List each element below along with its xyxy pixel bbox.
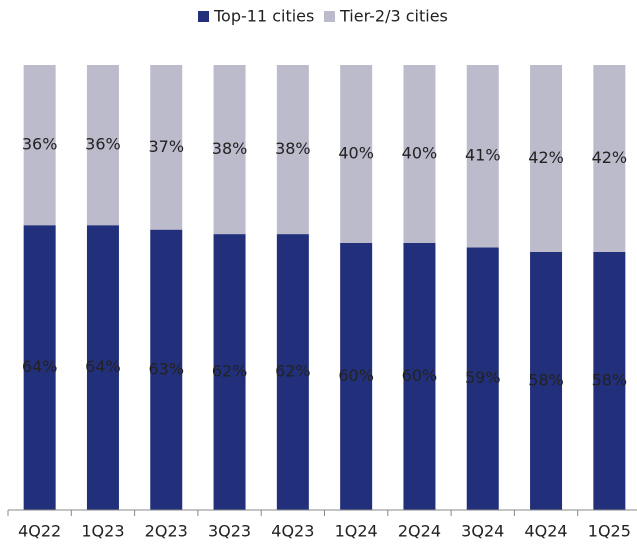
legend-swatch <box>198 11 209 22</box>
value-label: 59% <box>465 368 501 387</box>
x-tick-label: 4Q23 <box>271 522 314 541</box>
value-label: 62% <box>275 362 311 381</box>
bar-segment <box>276 65 309 235</box>
value-label: 62% <box>212 362 248 381</box>
bar-segment <box>530 251 563 510</box>
x-tick-label: 4Q22 <box>18 522 61 541</box>
value-label: 58% <box>528 370 564 389</box>
bar-segment <box>340 243 373 510</box>
value-label: 63% <box>148 359 184 378</box>
value-label: 41% <box>465 146 501 165</box>
value-label: 64% <box>85 357 121 376</box>
value-label: 58% <box>592 370 628 389</box>
x-tick-label: 2Q24 <box>398 522 441 541</box>
value-label: 38% <box>275 139 311 158</box>
bar-segment <box>530 65 563 252</box>
value-label: 37% <box>148 137 184 156</box>
x-tick-label: 1Q23 <box>81 522 124 541</box>
legend-label: Tier-2/3 cities <box>339 7 448 26</box>
value-label: 64% <box>22 357 58 376</box>
value-label: 40% <box>402 144 438 163</box>
bar-segment <box>340 65 373 243</box>
value-label: 42% <box>528 148 564 167</box>
bar-segment <box>276 234 309 510</box>
bar-segment <box>593 65 626 252</box>
bar-segment <box>23 65 56 226</box>
x-tick-label: 4Q24 <box>524 522 567 541</box>
value-label: 60% <box>402 366 438 385</box>
bar-segment <box>150 229 183 510</box>
legend-swatch <box>324 11 335 22</box>
bar-segment <box>213 65 246 235</box>
value-label: 60% <box>338 366 374 385</box>
bar-segment <box>403 243 436 510</box>
x-tick-label: 1Q25 <box>588 522 631 541</box>
bar-segment <box>86 65 119 226</box>
x-tick-label: 2Q23 <box>145 522 188 541</box>
value-label: 38% <box>212 139 248 158</box>
x-tick-label: 3Q23 <box>208 522 251 541</box>
bar-segment <box>213 234 246 510</box>
x-tick-label: 1Q24 <box>335 522 378 541</box>
bar-segment <box>466 247 499 510</box>
bar-segment <box>86 225 119 510</box>
value-label: 36% <box>22 135 58 154</box>
bar-segment <box>23 225 56 510</box>
legend-label: Top-11 cities <box>213 7 314 26</box>
bar-segment <box>150 65 183 230</box>
x-tick-label: 3Q24 <box>461 522 504 541</box>
value-label: 36% <box>85 135 121 154</box>
bar-segment <box>593 251 626 510</box>
value-label: 40% <box>338 144 374 163</box>
value-label: 42% <box>592 148 628 167</box>
bar-segment <box>466 65 499 248</box>
bar-segment <box>403 65 436 243</box>
